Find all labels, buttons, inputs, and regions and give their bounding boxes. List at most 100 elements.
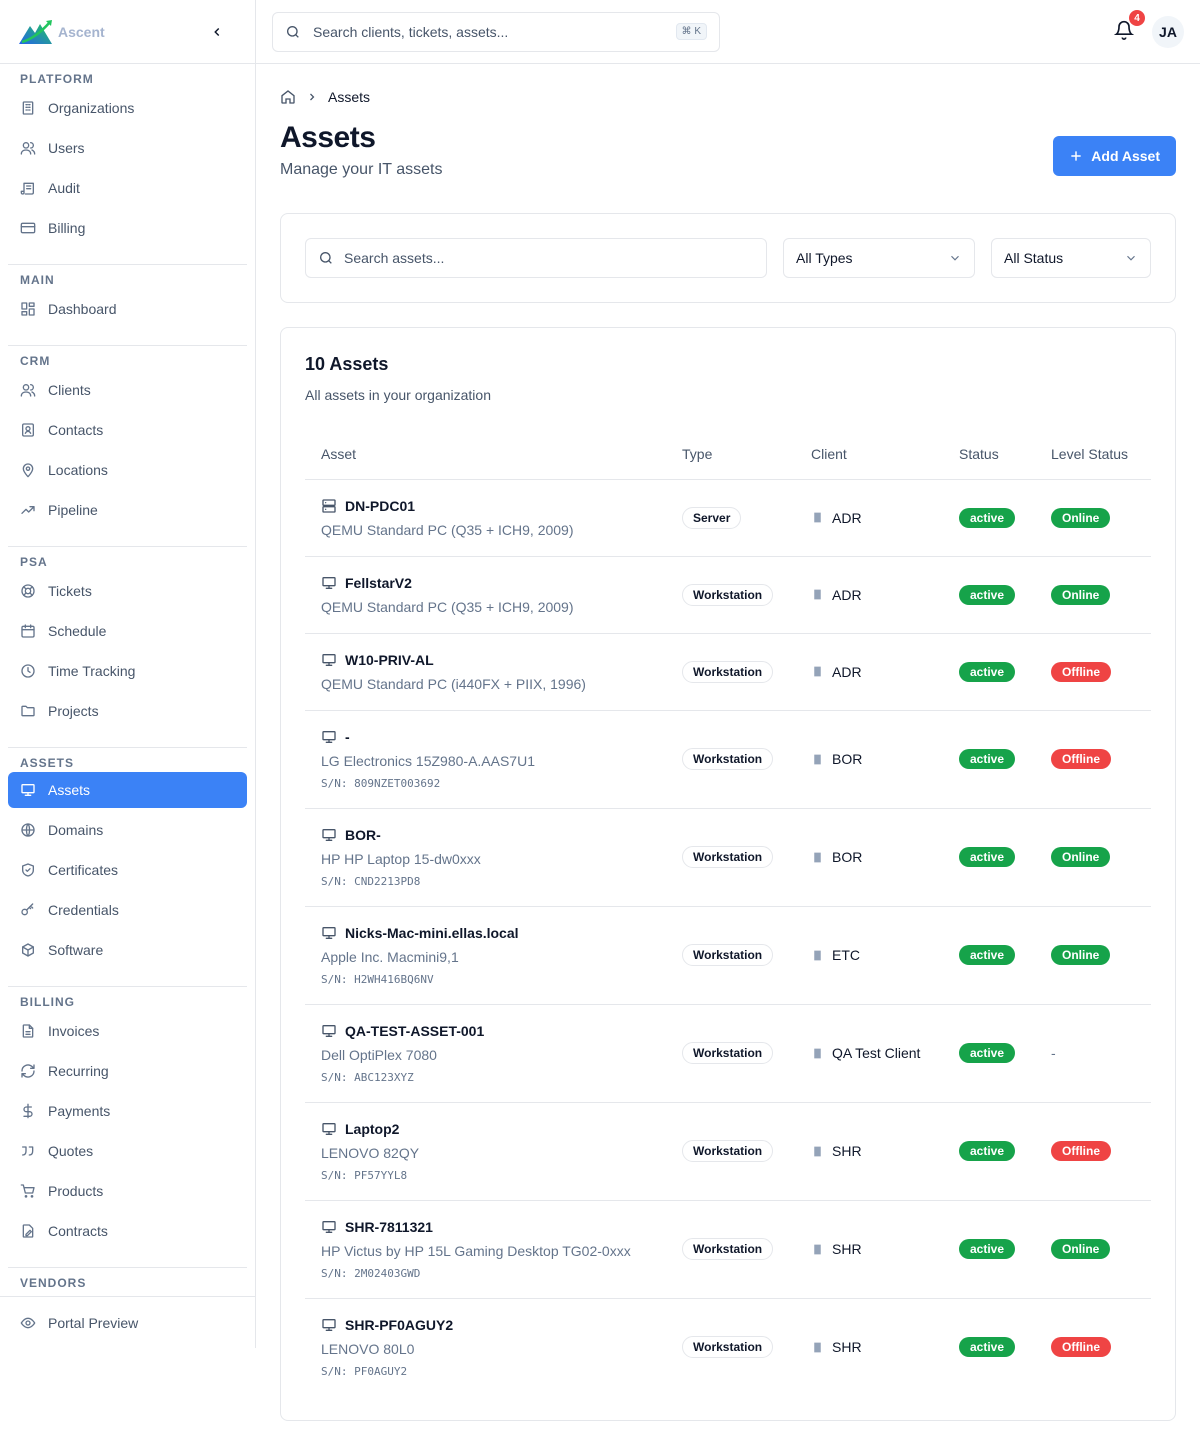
- asset-name[interactable]: BOR-: [345, 826, 381, 843]
- type-badge: Workstation: [682, 846, 774, 868]
- sidebar-item-products[interactable]: Products: [8, 1171, 247, 1211]
- sidebar-item-organizations[interactable]: Organizations: [8, 88, 247, 128]
- logo-text: Ascent: [58, 23, 105, 40]
- client-name: ADR: [832, 663, 862, 680]
- sidebar-item-assets[interactable]: Assets: [8, 772, 247, 808]
- table-row[interactable]: SHR-PF0AGUY2 LENOVO 80L0 S/N: PF0AGUY2 W…: [305, 1298, 1151, 1396]
- global-search-input[interactable]: Search clients, tickets, assets... ⌘ K: [272, 11, 720, 52]
- level-status-empty: -: [1051, 1045, 1056, 1061]
- column-header[interactable]: Client: [795, 429, 943, 480]
- table-row[interactable]: Laptop2 LENOVO 82QY S/N: PF57YYL8 Workst…: [305, 1102, 1151, 1201]
- column-header[interactable]: Status: [943, 429, 1035, 480]
- status-filter-select[interactable]: All Status: [991, 238, 1151, 278]
- sidebar-item-tickets[interactable]: Tickets: [8, 571, 247, 611]
- search-icon: [287, 25, 299, 38]
- asset-name[interactable]: SHR-PF0AGUY2: [345, 1316, 454, 1333]
- table-row[interactable]: Nicks-Mac-mini.ellas.local Apple Inc. Ma…: [305, 906, 1151, 1005]
- users-icon: [20, 142, 36, 155]
- breadcrumb: Assets: [280, 89, 1176, 105]
- sidebar-item-projects[interactable]: Projects: [8, 691, 247, 731]
- type-filter-select[interactable]: All Types: [783, 238, 975, 278]
- sidebar-item-contracts[interactable]: Contracts: [8, 1211, 247, 1251]
- sidebar-item-invoices[interactable]: Invoices: [8, 1011, 247, 1051]
- monitor-icon: [322, 926, 336, 939]
- contact-icon: [22, 423, 34, 437]
- asset-name[interactable]: W10-PRIV-AL: [345, 651, 434, 668]
- sidebar-item-label: Assets: [48, 782, 91, 798]
- level-status-badge: Offline: [1051, 661, 1111, 682]
- add-asset-button[interactable]: Add Asset: [1053, 136, 1176, 176]
- table-row[interactable]: - LG Electronics 15Z980-A.AAS7U1 S/N: 80…: [305, 710, 1151, 809]
- sidebar-item-billing[interactable]: Billing: [8, 208, 247, 248]
- sidebar-item-label: Pipeline: [48, 502, 98, 518]
- collapse-sidebar-button[interactable]: [205, 20, 229, 44]
- sidebar-item-dashboard[interactable]: Dashboard: [8, 289, 247, 329]
- building-icon: [814, 589, 821, 600]
- building-icon: [814, 852, 821, 862]
- dollar-icon: [23, 1103, 33, 1119]
- sidebar-item-recurring[interactable]: Recurring: [8, 1051, 247, 1091]
- status-badge: active: [959, 945, 1016, 965]
- table-row[interactable]: QA-TEST-ASSET-001 Dell OptiPlex 7080 S/N…: [305, 1004, 1151, 1103]
- sidebar-item-software[interactable]: Software: [8, 930, 247, 970]
- asset-search-input[interactable]: Search assets...: [305, 238, 767, 278]
- level-status-badge: Online: [1051, 847, 1111, 867]
- status-badge: active: [959, 661, 1016, 682]
- sidebar-item-pipeline[interactable]: Pipeline: [8, 490, 247, 530]
- table-row[interactable]: BOR- HP HP Laptop 15-dw0xxx S/N: CND2213…: [305, 808, 1151, 907]
- logo-mountain-icon: [19, 19, 52, 44]
- level-status-badge: Online: [1051, 945, 1111, 965]
- status-badge: active: [959, 1043, 1016, 1063]
- sidebar-item-clients[interactable]: Clients: [8, 370, 247, 410]
- table-row[interactable]: W10-PRIV-AL QEMU Standard PC (i440FX + P…: [305, 633, 1151, 711]
- sidebar-item-users[interactable]: Users: [8, 128, 247, 168]
- user-avatar[interactable]: JA: [1152, 16, 1184, 48]
- sidebar-item-payments[interactable]: Payments: [8, 1091, 247, 1131]
- sidebar-item-time-tracking[interactable]: Time Tracking: [8, 651, 247, 691]
- page-subtitle: Manage your IT assets: [280, 161, 443, 178]
- sidebar-item-domains[interactable]: Domains: [8, 810, 247, 850]
- column-header[interactable]: Asset: [305, 429, 666, 480]
- asset-name[interactable]: Nicks-Mac-mini.ellas.local: [345, 924, 519, 941]
- asset-name[interactable]: QA-TEST-ASSET-001: [345, 1022, 485, 1039]
- sidebar-item-certificates[interactable]: Certificates: [8, 850, 247, 890]
- logo[interactable]: Ascent: [18, 18, 105, 46]
- sidebar-item-locations[interactable]: Locations: [8, 450, 247, 490]
- eye-icon: [20, 1317, 36, 1329]
- home-icon[interactable]: [280, 89, 296, 105]
- global-search-placeholder: Search clients, tickets, assets...: [313, 23, 509, 40]
- asset-name[interactable]: DN-PDC01: [345, 497, 416, 514]
- asset-serial: S/N: PF0AGUY2: [321, 1364, 408, 1378]
- column-header[interactable]: Level Status: [1035, 429, 1151, 480]
- building-icon: [814, 1244, 821, 1254]
- sidebar-item-schedule[interactable]: Schedule: [8, 611, 247, 651]
- sidebar-section-billing: BILLING Invoices Recurring Payments Quotes Pr…: [8, 987, 247, 1268]
- asset-name[interactable]: FellstarV2: [345, 574, 412, 591]
- sidebar-item-quotes[interactable]: Quotes: [8, 1131, 247, 1171]
- sidebar-item-audit[interactable]: Audit: [8, 168, 247, 208]
- level-status-badge: Online: [1051, 584, 1111, 605]
- notifications-button[interactable]: [1114, 20, 1134, 40]
- asset-serial: S/N: CND2213PD8: [321, 874, 421, 888]
- sidebar-item-credentials[interactable]: Credentials: [8, 890, 247, 930]
- sidebar-section-label: MAIN: [20, 273, 55, 287]
- status-badge: active: [959, 507, 1016, 528]
- add-asset-label: Add Asset: [1091, 148, 1160, 164]
- level-status-badge: Offline: [1051, 749, 1111, 769]
- table-row[interactable]: FellstarV2 QEMU Standard PC (Q35 + ICH9,…: [305, 556, 1151, 634]
- asset-model: HP Victus by HP 15L Gaming Desktop TG02-…: [321, 1242, 631, 1259]
- level-status-badge: Offline: [1051, 1337, 1111, 1357]
- status-badge: active: [959, 1337, 1016, 1357]
- asset-name[interactable]: SHR-7811321: [345, 1218, 433, 1235]
- asset-name[interactable]: Laptop2: [345, 1120, 400, 1137]
- building-icon: [814, 1342, 821, 1352]
- column-header[interactable]: Type: [666, 429, 795, 480]
- asset-name[interactable]: -: [345, 728, 350, 745]
- table-row[interactable]: SHR-7811321 HP Victus by HP 15L Gaming D…: [305, 1200, 1151, 1299]
- status-badge: active: [959, 749, 1016, 769]
- table-row[interactable]: DN-PDC01 QEMU Standard PC (Q35 + ICH9, 2…: [305, 479, 1151, 557]
- type-badge: Workstation: [682, 1336, 774, 1358]
- sidebar-item-portal-preview[interactable]: Portal Preview: [8, 1303, 247, 1343]
- bell-icon: [1114, 20, 1134, 40]
- sidebar-item-contacts[interactable]: Contacts: [8, 410, 247, 450]
